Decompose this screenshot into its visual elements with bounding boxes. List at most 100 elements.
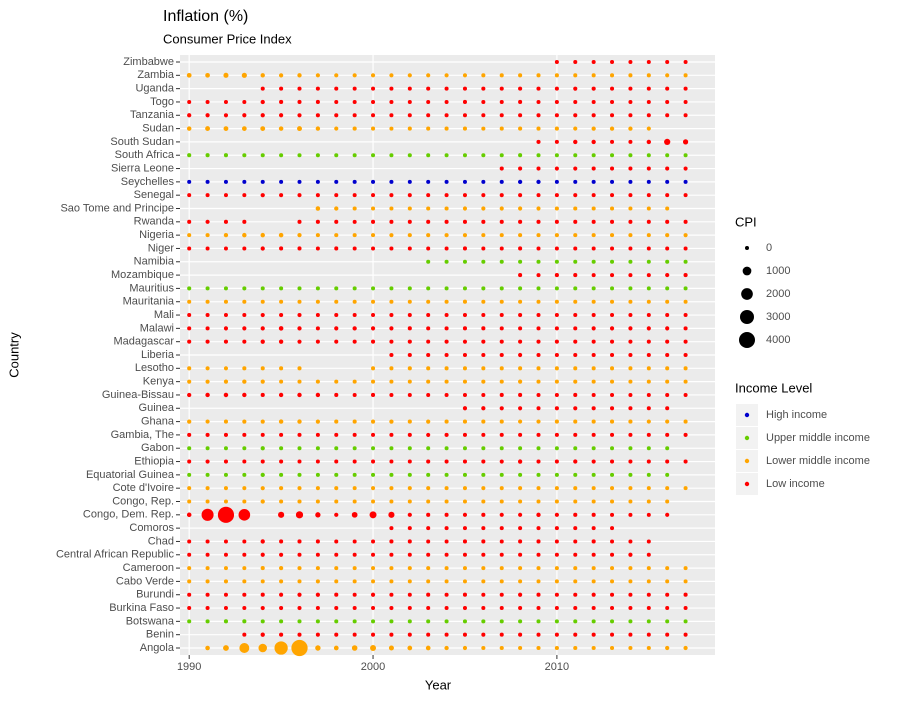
bubble: [518, 73, 523, 78]
bubble: [223, 619, 229, 624]
bubble: [462, 632, 467, 637]
bubble: [389, 486, 394, 491]
bubble: [499, 645, 504, 651]
bubble: [518, 286, 523, 291]
bubble: [279, 86, 284, 91]
bubble: [407, 606, 412, 611]
bubble: [352, 419, 357, 424]
bubble: [462, 486, 467, 491]
bubble: [352, 86, 357, 91]
bubble: [591, 592, 596, 597]
bubble: [371, 486, 376, 491]
bubble: [297, 246, 302, 251]
bubble: [297, 552, 302, 557]
bubble: [536, 113, 541, 118]
bubble: [260, 419, 265, 424]
bubble: [389, 86, 394, 91]
bubble: [536, 366, 541, 371]
bubble: [628, 299, 633, 304]
bubble: [315, 193, 320, 198]
bubble: [334, 299, 339, 304]
bubble: [573, 193, 578, 198]
bubble: [223, 432, 228, 437]
bubble: [518, 486, 523, 491]
bubble: [481, 459, 486, 464]
bubble: [187, 432, 192, 437]
size-legend-key: [741, 288, 753, 300]
bubble: [426, 392, 431, 397]
bubble: [260, 539, 265, 544]
bubble: [351, 511, 358, 518]
bubble: [389, 552, 394, 557]
bubble: [260, 73, 265, 78]
bubble: [628, 446, 633, 451]
bubble: [334, 86, 339, 91]
bubble: [481, 299, 486, 304]
bubble: [628, 592, 633, 597]
bubble: [426, 193, 431, 198]
bubble: [352, 313, 357, 318]
bubble: [278, 326, 284, 331]
bubble: [462, 299, 468, 304]
bubble: [462, 326, 468, 331]
y-tick-label: Senegal: [134, 189, 174, 201]
bubble: [628, 645, 633, 651]
bubble: [518, 592, 523, 597]
bubble: [444, 326, 449, 331]
bubble: [187, 446, 192, 451]
bubble: [187, 299, 192, 304]
bubble: [260, 619, 265, 624]
bubble: [517, 179, 523, 184]
bubble: [205, 432, 210, 437]
bubble: [591, 432, 596, 437]
bubble: [628, 139, 633, 144]
bubble: [462, 179, 467, 184]
bubble: [481, 539, 486, 544]
bubble: [683, 392, 688, 397]
bubble: [591, 632, 596, 637]
bubble: [518, 313, 523, 318]
bubble: [554, 206, 559, 211]
bubble: [462, 366, 467, 371]
bubble: [518, 552, 523, 557]
y-tick-label: Niger: [148, 242, 175, 254]
bubble: [315, 206, 321, 211]
bubble: [554, 233, 559, 238]
bubble: [426, 432, 431, 437]
bubble: [279, 606, 284, 611]
bubble: [279, 379, 284, 384]
bubble: [683, 299, 688, 304]
bubble: [426, 419, 431, 424]
bubble: [554, 166, 559, 171]
bubble: [444, 472, 449, 477]
bubble: [573, 73, 578, 78]
bubble: [351, 645, 358, 651]
bubble: [573, 619, 578, 624]
bubble: [315, 219, 320, 224]
bubble: [223, 459, 228, 464]
bubble: [205, 113, 210, 118]
bubble: [646, 472, 651, 477]
bubble: [610, 193, 615, 198]
bubble: [444, 579, 449, 584]
bubble: [315, 392, 321, 398]
bubble: [610, 233, 615, 238]
bubble: [297, 579, 302, 584]
y-tick-label: Nigeria: [139, 229, 175, 241]
bubble: [536, 139, 541, 144]
y-tick-label: Mauritius: [129, 282, 174, 294]
bubble: [518, 419, 523, 424]
bubble: [187, 566, 192, 571]
bubble: [370, 73, 376, 78]
bubble: [536, 259, 541, 264]
bubble: [205, 193, 210, 198]
bubble: [665, 246, 670, 251]
bubble: [683, 259, 688, 264]
bubble: [242, 232, 247, 238]
bubble: [554, 645, 559, 651]
bubble: [407, 299, 412, 304]
bubble: [573, 339, 578, 344]
bubble: [297, 472, 302, 477]
bubble: [481, 126, 486, 131]
bubble: [683, 219, 688, 224]
